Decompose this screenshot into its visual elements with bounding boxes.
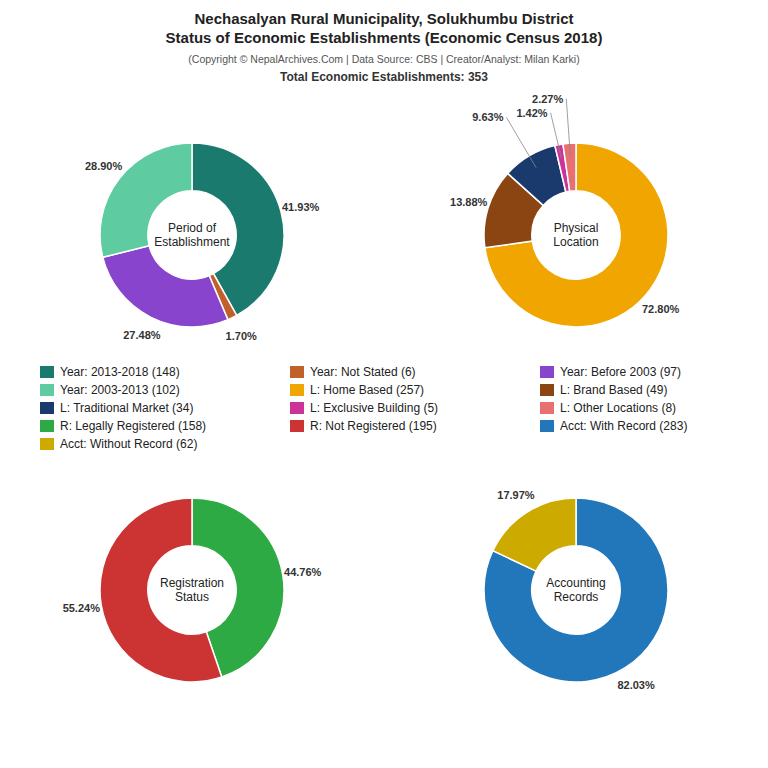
- center-label: PhysicalLocation: [553, 221, 598, 249]
- data-label: 27.48%: [123, 329, 161, 341]
- donut: RegistrationStatus 44.76% 55.24%: [63, 498, 322, 682]
- legend-swatch: [40, 420, 54, 432]
- title-line: Status of Economic Establishments (Econo…: [166, 29, 603, 46]
- legend-item: L: Exclusive Building (5): [290, 401, 438, 415]
- annotation: Total Economic Establishments: 353: [280, 70, 488, 84]
- legend-label: L: Home Based (257): [310, 383, 424, 397]
- legend-label: L: Exclusive Building (5): [310, 401, 438, 415]
- legend-label: Acct: With Record (283): [560, 419, 687, 433]
- slices: [484, 498, 668, 682]
- legend-item: L: Traditional Market (34): [40, 401, 193, 415]
- legend-label: L: Other Locations (8): [560, 401, 676, 415]
- center-label: AccountingRecords: [546, 576, 605, 604]
- center-label-line: Accounting: [546, 576, 605, 590]
- legend-swatch: [290, 420, 304, 432]
- slice: [563, 143, 576, 191]
- data-label: 1.70%: [226, 330, 257, 342]
- legend-label: Year: 2013-2018 (148): [60, 365, 180, 379]
- legend-label: R: Not Registered (195): [310, 419, 437, 433]
- legend-swatch: [540, 384, 554, 396]
- legend-item: R: Not Registered (195): [290, 419, 437, 433]
- leader-line: [551, 113, 562, 158]
- data-label: 13.88%: [450, 196, 488, 208]
- slice: [493, 498, 576, 571]
- data-label: 28.90%: [85, 160, 123, 172]
- leader-line: [566, 99, 570, 157]
- legend-swatch: [40, 384, 54, 396]
- slice: [484, 498, 668, 682]
- title: Nechasalyan Rural Municipality, Solukhum…: [166, 10, 603, 46]
- legend-swatch: [540, 402, 554, 414]
- center-label-line: Establishment: [154, 235, 230, 249]
- figure: Nechasalyan Rural Municipality, Solukhum…: [0, 0, 768, 768]
- data-label: 41.93%: [282, 201, 320, 213]
- center-label-line: Location: [553, 235, 598, 249]
- center-label-line: Status: [175, 590, 209, 604]
- slice: [485, 143, 668, 327]
- donut: PhysicalLocation 72.80% 13.88% 2.27% 1.42% 9.…: [450, 93, 679, 327]
- legend-item: L: Home Based (257): [290, 383, 424, 397]
- data-label: 1.42%: [516, 107, 547, 119]
- legend-item: Acct: With Record (283): [540, 419, 687, 433]
- legend-label: L: Brand Based (49): [560, 383, 667, 397]
- title-line: Nechasalyan Rural Municipality, Solukhum…: [195, 10, 574, 27]
- legend-swatch: [540, 366, 554, 378]
- data-label: 17.97%: [497, 489, 535, 501]
- data-label: 72.80%: [642, 303, 680, 315]
- legend-item: L: Other Locations (8): [540, 401, 676, 415]
- legend-swatch: [290, 384, 304, 396]
- legend-swatch: [40, 366, 54, 378]
- center-label-line: Period of: [168, 221, 217, 235]
- legend-swatch: [40, 402, 54, 414]
- legend-item: Year: Before 2003 (97): [540, 365, 681, 379]
- data-labels: 82.03% 17.97%: [497, 489, 655, 691]
- center-label: Period ofEstablishment: [154, 221, 230, 249]
- legend-label: R: Legally Registered (158): [60, 419, 206, 433]
- donut: Period ofEstablishment 41.93% 1.70% 27.48% 2…: [85, 143, 320, 342]
- legend-item: Acct: Without Record (62): [40, 437, 197, 451]
- legend-item: L: Brand Based (49): [540, 383, 667, 397]
- slices: [484, 143, 668, 327]
- data-labels: 41.93% 1.70% 27.48% 28.90%: [85, 160, 320, 342]
- legend-item: Year: 2013-2018 (148): [40, 365, 180, 379]
- legend-label: L: Traditional Market (34): [60, 401, 193, 415]
- subtitle: (Copyright © NepalArchives.Com | Data So…: [188, 53, 579, 65]
- legend-label: Year: Before 2003 (97): [560, 365, 681, 379]
- legend-swatch: [290, 366, 304, 378]
- legend-label: Year: 2003-2013 (102): [60, 383, 180, 397]
- data-label: 55.24%: [63, 602, 101, 614]
- legend-label: Year: Not Stated (6): [310, 365, 416, 379]
- data-labels: 72.80% 13.88% 2.27% 1.42% 9.63%: [450, 93, 679, 315]
- data-labels: 44.76% 55.24%: [63, 566, 322, 615]
- data-label: 9.63%: [472, 111, 503, 123]
- donut: AccountingRecords 82.03% 17.97%: [484, 489, 668, 691]
- legend-swatch: [290, 402, 304, 414]
- legend-item: R: Legally Registered (158): [40, 419, 206, 433]
- legend-swatch: [40, 438, 54, 450]
- slices: [100, 143, 284, 327]
- legend-item: Year: 2003-2013 (102): [40, 383, 180, 397]
- legend: Year: 2013-2018 (148) Year: Not Stated (6…: [40, 365, 687, 451]
- center-label: RegistrationStatus: [160, 576, 224, 604]
- slices: [100, 498, 284, 682]
- data-label: 2.27%: [532, 93, 563, 105]
- legend-swatch: [540, 420, 554, 432]
- slice: [100, 498, 222, 682]
- data-label: 82.03%: [617, 679, 655, 691]
- center-label-line: Registration: [160, 576, 224, 590]
- slice: [103, 246, 228, 327]
- data-label: 44.76%: [284, 566, 322, 578]
- leader-line: [506, 117, 536, 167]
- center-label-line: Physical: [554, 221, 599, 235]
- legend-label: Acct: Without Record (62): [60, 437, 197, 451]
- legend-item: Year: Not Stated (6): [290, 365, 416, 379]
- center-label-line: Records: [554, 590, 599, 604]
